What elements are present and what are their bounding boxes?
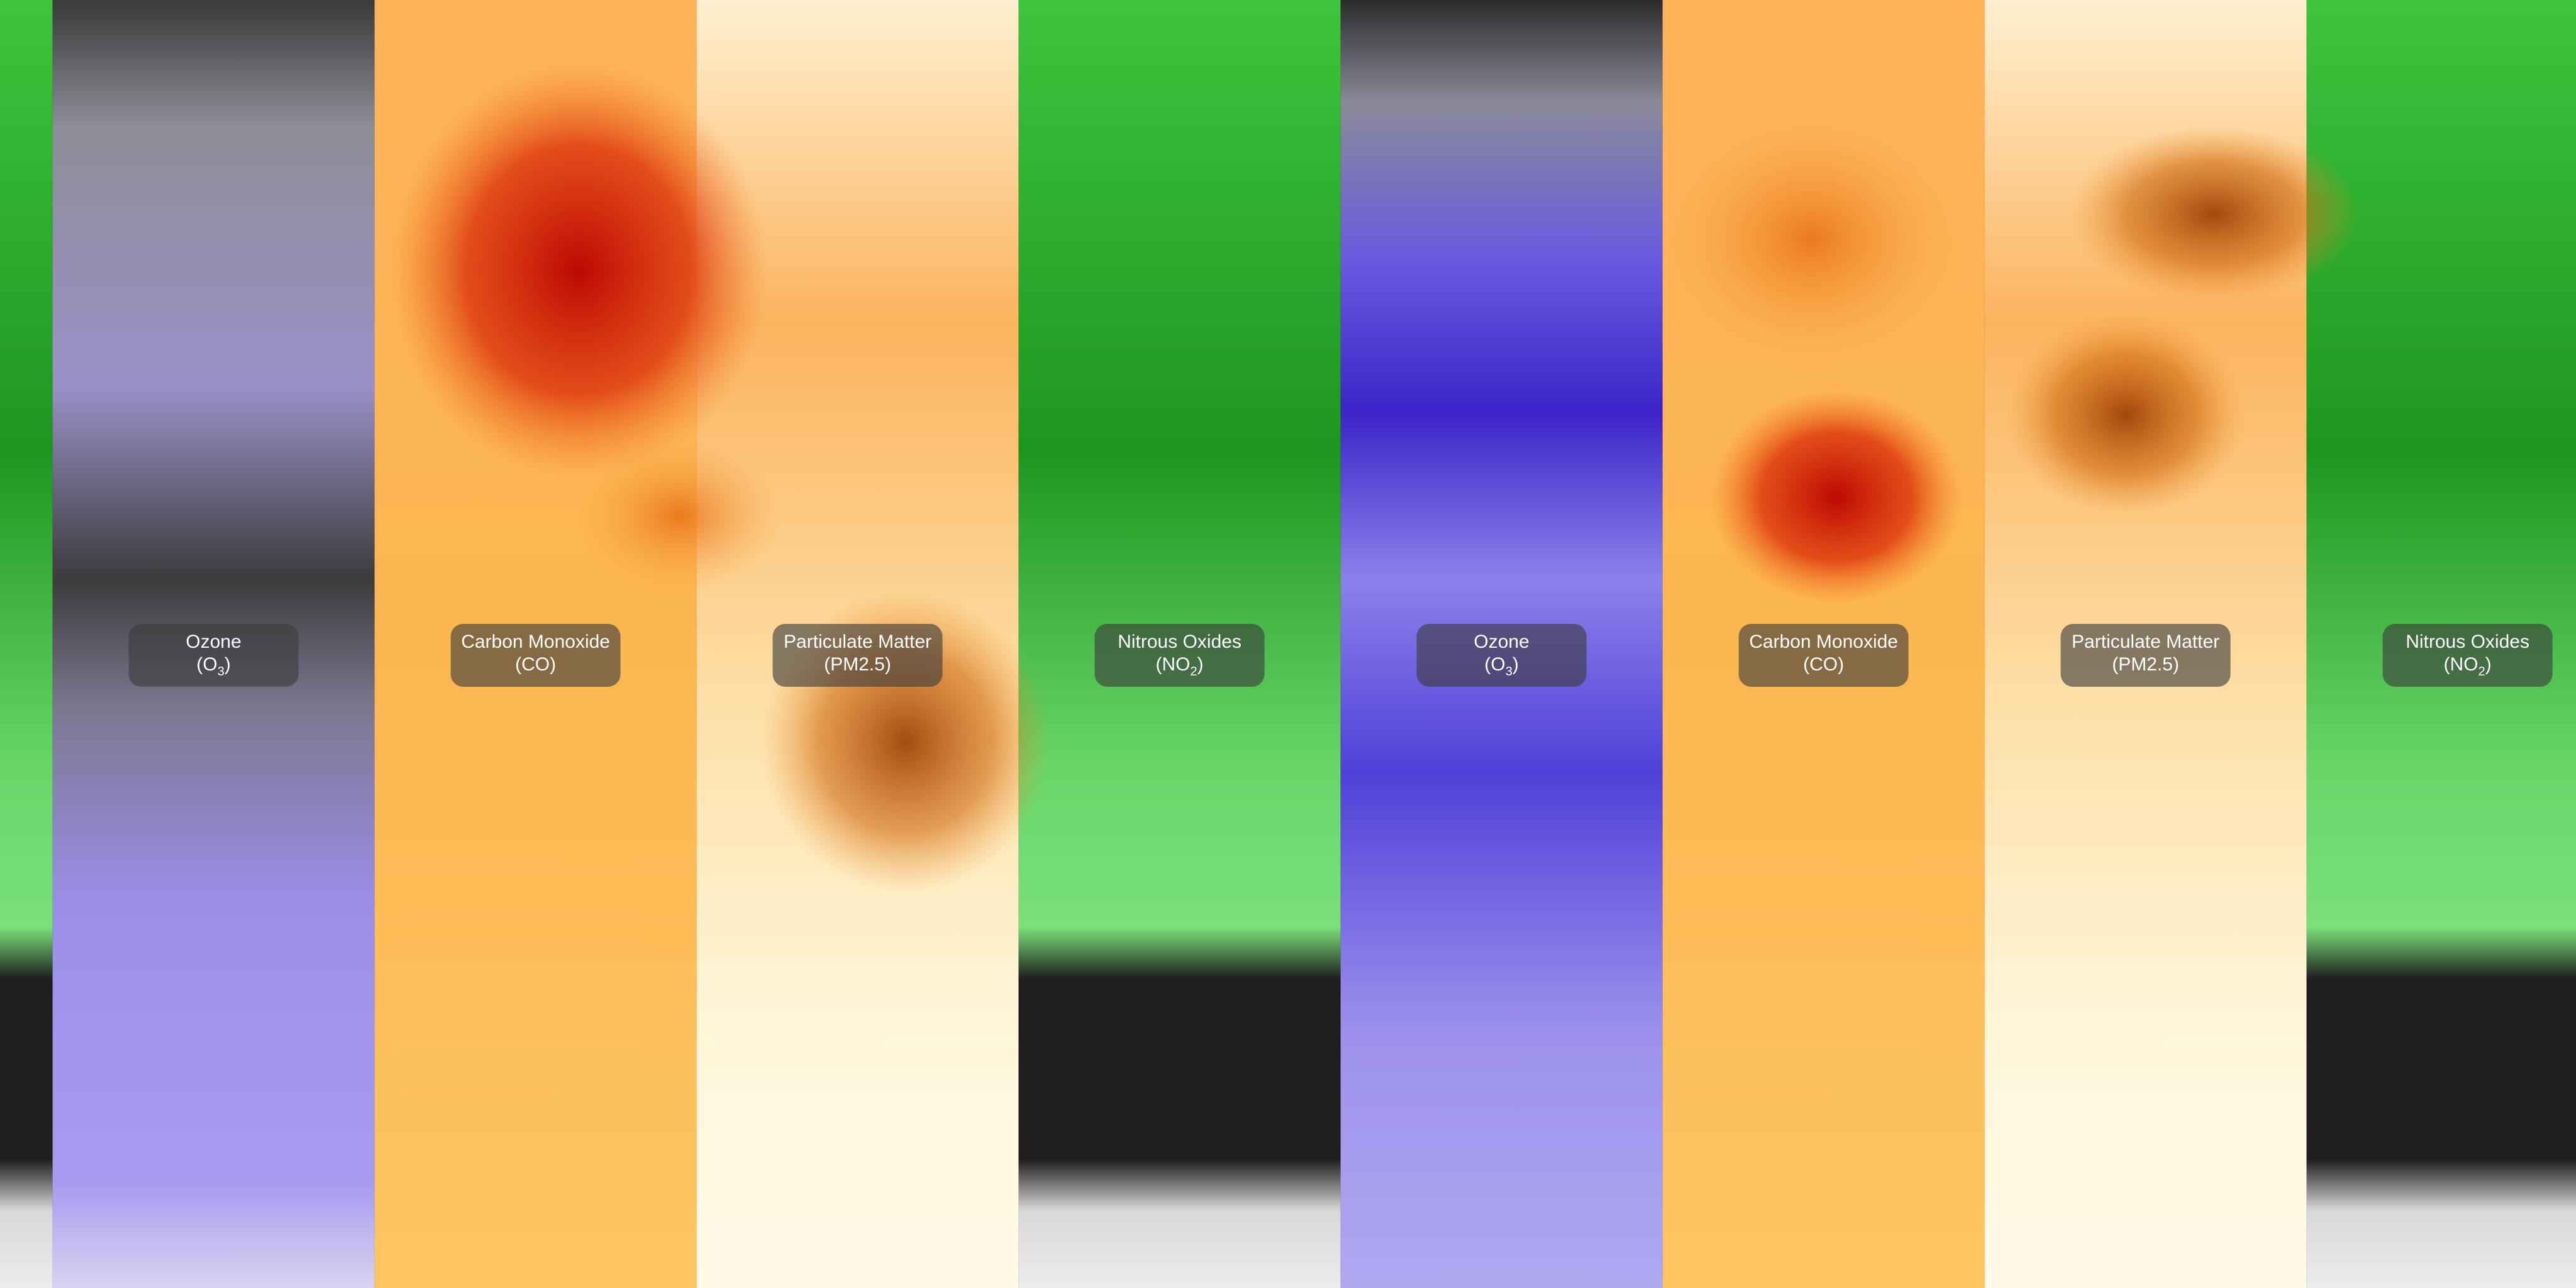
hotspot — [2069, 126, 2358, 302]
label-box — [1416, 624, 1587, 687]
label-formula: (CO) — [1803, 654, 1844, 675]
panel-label: Nitrous Oxides(NO2) — [2382, 624, 2553, 687]
label-box — [128, 624, 299, 687]
hotspots — [390, 63, 2358, 893]
label-box — [450, 624, 621, 687]
hotspot — [390, 63, 767, 478]
formula-text: (PM2.5) — [2112, 654, 2179, 675]
panel-label: Carbon Monoxide(CO) — [450, 624, 621, 687]
panel-label: Carbon Monoxide(CO) — [1738, 624, 1909, 687]
label-name: Carbon Monoxide — [461, 631, 610, 652]
hotspot — [1711, 390, 1962, 604]
formula-text: (CO) — [1803, 654, 1844, 675]
label-box — [1094, 624, 1265, 687]
label-name: Nitrous Oxides — [1118, 631, 1241, 652]
panel-label: Nitrous Oxides(NO2) — [1094, 624, 1265, 687]
label-formula: (CO) — [515, 654, 556, 675]
formula-text: (PM2.5) — [824, 654, 891, 675]
panel-label: Ozone(O3) — [128, 624, 299, 687]
formula-subscript: 2 — [1191, 665, 1197, 679]
label-formula: (PM2.5) — [824, 654, 891, 675]
label-formula: (O3) — [196, 654, 230, 679]
label-name: Carbon Monoxide — [1749, 631, 1898, 652]
formula-text: ) — [1513, 654, 1519, 675]
hotspot — [2006, 314, 2245, 516]
formula-text: (CO) — [515, 654, 556, 675]
label-name: Ozone — [1474, 631, 1529, 652]
formula-subscript: 3 — [218, 665, 225, 679]
label-formula: (NO2) — [2444, 654, 2492, 679]
formula-text: ) — [2485, 654, 2492, 675]
formula-subscript: 2 — [2479, 665, 2485, 679]
label-box — [1738, 624, 1909, 687]
formula-text: (O — [196, 654, 217, 675]
formula-text: ) — [225, 654, 231, 675]
formula-text: ) — [1197, 654, 1204, 675]
formula-text: (O — [1484, 654, 1505, 675]
hotspot — [579, 440, 780, 591]
label-name: Particulate Matter — [2072, 631, 2219, 652]
label-name: Nitrous Oxides — [2406, 631, 2529, 652]
panel-label: Particulate Matter(PM2.5) — [2060, 624, 2231, 687]
label-box — [772, 624, 943, 687]
label-formula: (PM2.5) — [2112, 654, 2179, 675]
label-formula: (NO2) — [1156, 654, 1204, 679]
strip — [0, 0, 53, 1288]
labels: Ozone(O3)Carbon Monoxide(CO)Particulate … — [128, 624, 2553, 687]
formula-subscript: 3 — [1506, 665, 1513, 679]
formula-text: (NO — [2444, 654, 2479, 675]
panel-label: Particulate Matter(PM2.5) — [772, 624, 943, 687]
hotspot — [1660, 113, 1962, 365]
label-name: Ozone — [186, 631, 241, 652]
formula-text: (NO — [1156, 654, 1191, 675]
label-formula: (O3) — [1484, 654, 1518, 679]
panel-label: Ozone(O3) — [1416, 624, 1587, 687]
label-name: Particulate Matter — [784, 631, 931, 652]
label-box — [2060, 624, 2231, 687]
label-box — [2382, 624, 2553, 687]
